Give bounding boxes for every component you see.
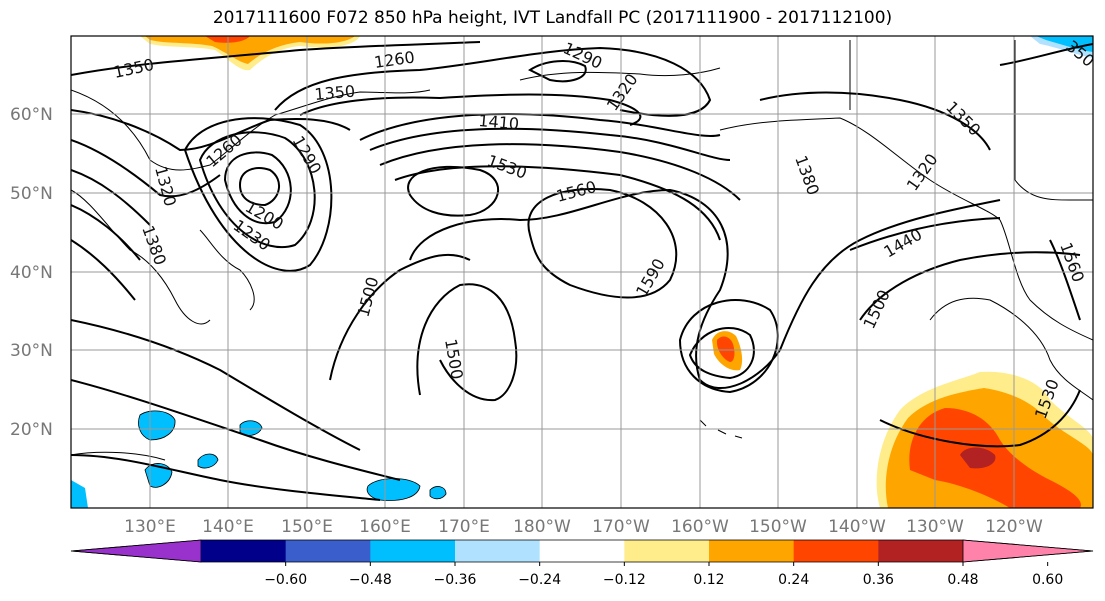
colorbar-segment xyxy=(624,540,710,562)
lon-label: 180°W xyxy=(513,517,571,537)
lon-label: 120°W xyxy=(985,517,1043,537)
colorbar-tick-label: −0.60 xyxy=(264,572,307,588)
colorbar-tick-label: 0.12 xyxy=(693,572,724,588)
colorbar-tick-label: −0.48 xyxy=(349,572,392,588)
colorbar-tick-label: −0.12 xyxy=(603,572,646,588)
contour-label: 1410 xyxy=(478,111,520,133)
colorbar-tick-label: 0.36 xyxy=(863,572,894,588)
colorbar-extend-high xyxy=(962,539,1094,563)
lat-label: 20°N xyxy=(10,420,53,440)
colorbar-segment xyxy=(709,540,795,562)
colorbar-segment xyxy=(201,540,287,562)
colorbar-tick-label: 0.48 xyxy=(947,572,978,588)
colorbar-extend-low xyxy=(70,539,202,563)
lon-label: 150°E xyxy=(281,517,333,537)
longitude-labels: 130°E 140°E 150°E 160°E 170°E 180°W 170°… xyxy=(124,517,1043,537)
lon-label: 160°E xyxy=(359,517,411,537)
colorbar-tick-label: 0.60 xyxy=(1032,572,1063,588)
colorbar-segment xyxy=(370,540,456,562)
lon-label: 140°E xyxy=(202,517,254,537)
lon-label: 140°W xyxy=(828,517,886,537)
graticule xyxy=(71,36,1093,508)
colorbar-tick-label: −0.24 xyxy=(518,572,561,588)
colorbar-segment xyxy=(539,540,625,562)
colorbar-segment xyxy=(285,540,371,562)
map-title: 2017111600 F072 850 hPa height, IVT Land… xyxy=(212,8,893,28)
lat-label: 30°N xyxy=(10,341,53,361)
colorbar-segment xyxy=(878,540,964,562)
lat-label: 50°N xyxy=(10,184,53,204)
colorbar-segment xyxy=(455,540,541,562)
lon-label: 150°W xyxy=(749,517,807,537)
ivt-shading xyxy=(71,36,1093,508)
contour-label: 1350 xyxy=(314,82,356,104)
lon-label: 130°E xyxy=(124,517,176,537)
lon-label: 170°E xyxy=(438,517,490,537)
coastlines xyxy=(71,40,1093,461)
colorbar: −0.60 −0.48 −0.36 −0.24 −0.12 0.12 0.24 0.36 0.4… xyxy=(70,539,1094,588)
map-frame xyxy=(70,35,1094,509)
lat-label: 60°N xyxy=(10,105,53,125)
lat-label: 40°N xyxy=(10,263,53,283)
colorbar-outline xyxy=(70,539,1094,563)
lon-label: 160°W xyxy=(671,517,729,537)
latitude-labels: 60°N 50°N 40°N 30°N 20°N xyxy=(10,105,53,440)
colorbar-tick-label: 0.24 xyxy=(778,572,809,588)
colorbar-segment xyxy=(793,540,879,562)
lon-label: 130°W xyxy=(906,517,964,537)
colorbar-tick-label: −0.36 xyxy=(434,572,477,588)
lon-label: 170°W xyxy=(592,517,650,537)
